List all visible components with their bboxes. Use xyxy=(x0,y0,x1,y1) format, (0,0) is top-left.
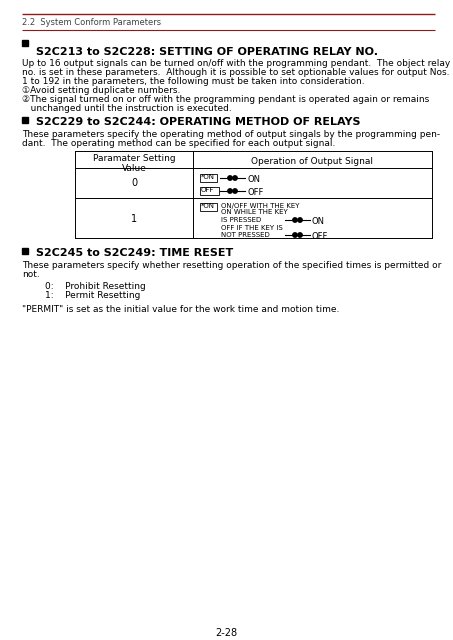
Circle shape xyxy=(228,189,232,193)
Text: These parameters specify the operating method of output singals by the programmi: These parameters specify the operating m… xyxy=(22,130,440,139)
Text: ①Avoid setting duplicate numbers.: ①Avoid setting duplicate numbers. xyxy=(22,86,180,95)
Text: S2C229 to S2C244: OPERATING METHOD OF RELAYS: S2C229 to S2C244: OPERATING METHOD OF RE… xyxy=(36,117,361,127)
Text: *ON: *ON xyxy=(201,203,215,209)
Text: Operation of Output Signal: Operation of Output Signal xyxy=(251,157,373,166)
Text: OFF: OFF xyxy=(247,188,263,197)
Circle shape xyxy=(228,176,232,180)
Text: not.: not. xyxy=(22,270,40,279)
Circle shape xyxy=(293,233,297,237)
Text: dant.  The operating method can be specified for each output signal.: dant. The operating method can be specif… xyxy=(22,139,335,148)
Text: *ON: *ON xyxy=(201,174,215,180)
Circle shape xyxy=(298,218,302,222)
Text: 0:    Prohibit Resetting: 0: Prohibit Resetting xyxy=(45,282,146,291)
Bar xyxy=(200,187,219,195)
Bar xyxy=(22,117,28,123)
Bar xyxy=(22,248,28,254)
Text: IS PRESSED: IS PRESSED xyxy=(221,217,261,223)
Circle shape xyxy=(233,189,237,193)
Text: S2C245 to S2C249: TIME RESET: S2C245 to S2C249: TIME RESET xyxy=(36,248,233,258)
Text: no. is set in these parameters.  Although it is possible to set optionable value: no. is set in these parameters. Although… xyxy=(22,68,449,77)
Text: ON/OFF WITH THE KEY: ON/OFF WITH THE KEY xyxy=(221,203,299,209)
Text: unchanged until the instruction is executed.: unchanged until the instruction is execu… xyxy=(22,104,232,113)
Text: These parameters specify whether resetting operation of the specified times is p: These parameters specify whether resetti… xyxy=(22,261,441,270)
Text: 1:    Permit Resetting: 1: Permit Resetting xyxy=(45,291,140,300)
Text: OFF: OFF xyxy=(201,187,214,193)
Text: ON WHILE THE KEY: ON WHILE THE KEY xyxy=(221,209,288,216)
Bar xyxy=(200,174,217,182)
Text: S2C213 to S2C228: SETTING OF OPERATING RELAY NO.: S2C213 to S2C228: SETTING OF OPERATING R… xyxy=(36,47,378,57)
Text: ON: ON xyxy=(312,217,325,226)
Circle shape xyxy=(233,176,237,180)
Text: 1 to 192 in the parameters, the following must be taken into consideration.: 1 to 192 in the parameters, the followin… xyxy=(22,77,365,86)
Text: 1: 1 xyxy=(131,214,137,224)
Text: NOT PRESSED: NOT PRESSED xyxy=(221,232,270,238)
Text: OFF IF THE KEY IS: OFF IF THE KEY IS xyxy=(221,225,283,230)
Text: ②The signal turned on or off with the programming pendant is operated again or r: ②The signal turned on or off with the pr… xyxy=(22,95,429,104)
Text: ON: ON xyxy=(247,175,260,184)
Bar xyxy=(22,40,28,46)
Text: Paramater Setting
Value: Paramater Setting Value xyxy=(93,154,175,173)
Bar xyxy=(200,203,217,211)
Circle shape xyxy=(298,233,302,237)
Text: 2-28: 2-28 xyxy=(215,628,237,638)
Text: "PERMIT" is set as the initial value for the work time and motion time.: "PERMIT" is set as the initial value for… xyxy=(22,305,339,314)
Text: OFF: OFF xyxy=(312,232,328,241)
Text: 0: 0 xyxy=(131,178,137,188)
Text: 2.2  System Conform Parameters: 2.2 System Conform Parameters xyxy=(22,18,161,27)
Text: Up to 16 output signals can be turned on/off with the programming pendant.  The : Up to 16 output signals can be turned on… xyxy=(22,59,450,68)
Circle shape xyxy=(293,218,297,222)
